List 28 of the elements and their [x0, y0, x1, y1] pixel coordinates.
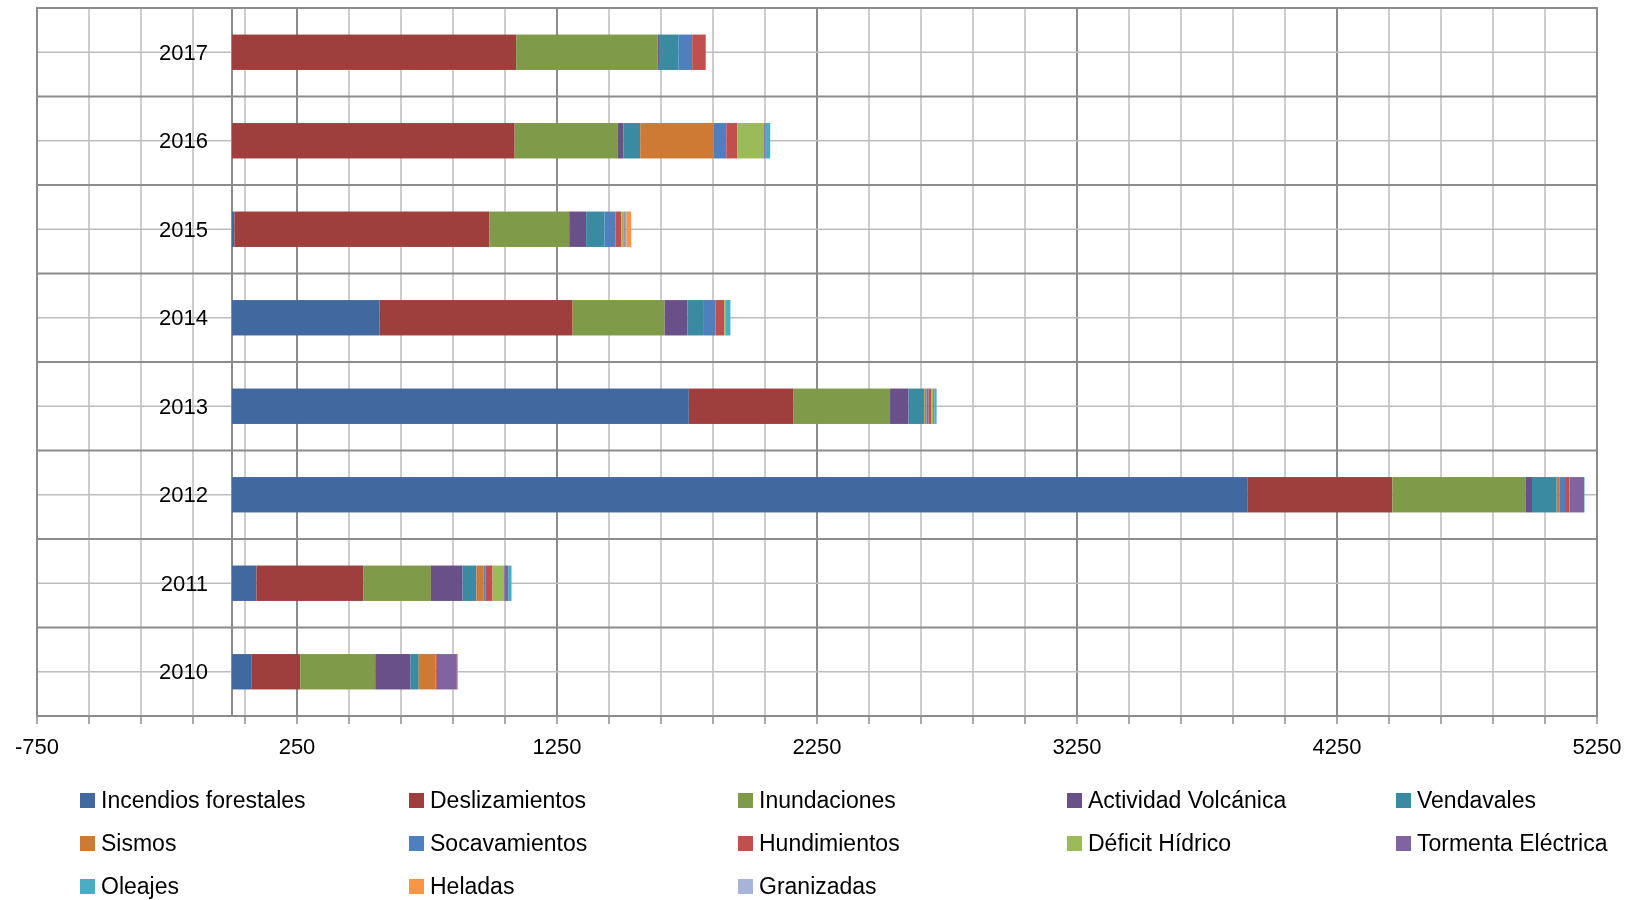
legend-label: Déficit Hídrico [1088, 830, 1232, 856]
x-tick-label: 4250 [1312, 734, 1362, 759]
legend-label: Incendios forestales [101, 787, 306, 813]
y-tick-label: 2010 [159, 659, 208, 685]
y-tick-label: 2013 [159, 393, 208, 419]
y-tick-label: 2014 [159, 305, 208, 331]
legend-label: Socavamientos [430, 830, 588, 856]
y-tick-label: 2011 [160, 570, 208, 596]
y-tick-label: 2016 [159, 128, 208, 154]
y-tick-label: 2015 [159, 216, 208, 242]
x-tick-label: 1250 [532, 734, 582, 759]
legend-label: Inundaciones [759, 787, 896, 813]
x-tick-label: -750 [14, 734, 60, 759]
legend-label: Tormenta Eléctrica [1417, 830, 1608, 856]
legend-label: Vendavales [1417, 787, 1536, 813]
legend-label: Actividad Volcánica [1088, 787, 1287, 813]
legend-label: Oleajes [101, 873, 179, 899]
legend-label: Deslizamientos [430, 787, 586, 813]
legend-label: Hundimientos [759, 830, 900, 856]
x-tick-label: 2250 [792, 734, 842, 759]
x-tick-label: 3250 [1052, 734, 1102, 759]
y-tick-label: 2012 [159, 482, 208, 508]
x-tick-label: 250 [278, 734, 316, 759]
legend-label: Granizadas [759, 873, 877, 899]
legend-label: Heladas [430, 873, 515, 899]
x-tick-label: 5250 [1572, 734, 1622, 759]
legend-label: Sismos [101, 830, 177, 856]
y-tick-label: 2017 [159, 39, 208, 65]
